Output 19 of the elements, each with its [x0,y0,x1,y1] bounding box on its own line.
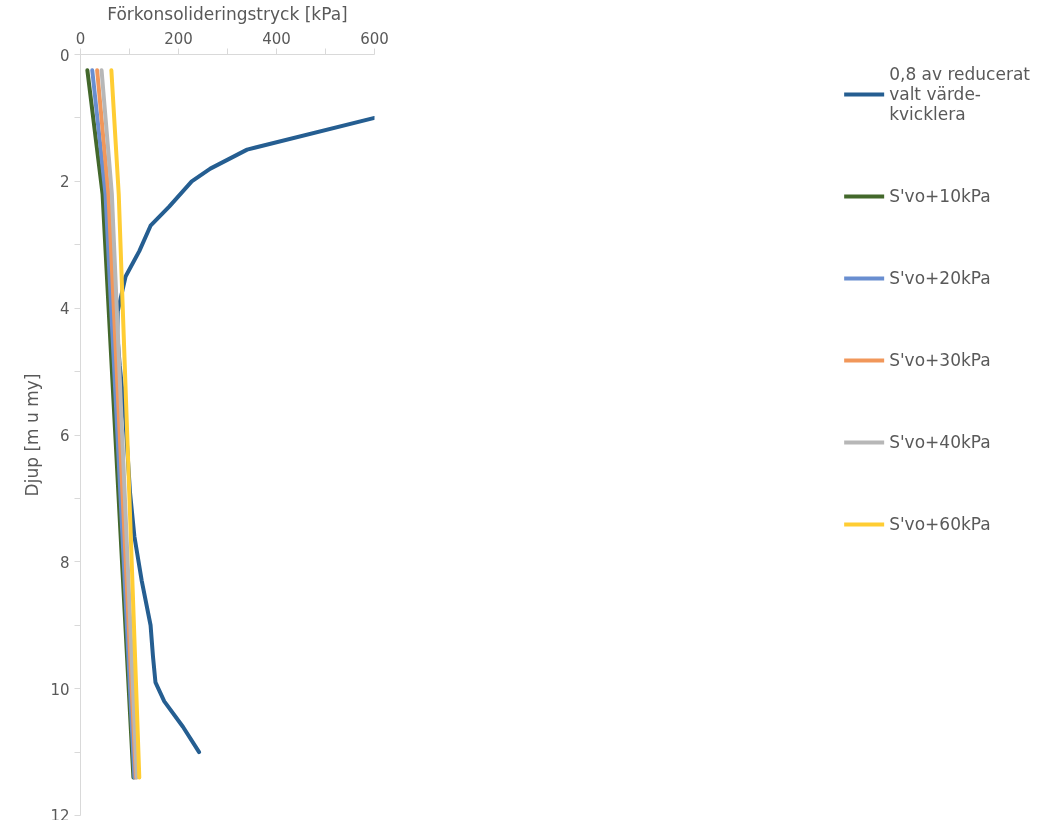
x-tick-label: 200 [164,29,193,48]
y-axis-title: Djup [m u my] [22,373,43,497]
y-tick-label: 8 [59,553,70,572]
y-tick-label: 2 [59,173,70,192]
y-tick-label: 12 [50,806,70,825]
legend-label: S'vo+60kPa [889,514,991,534]
legend-label: 0,8 av reducerat valt värde-kvicklera [889,64,1030,124]
legend-label: S'vo+10kPa [889,186,991,206]
x-axis-title: Förkonsolideringstryck [kPa] [107,3,348,24]
y-tick-label: 6 [59,427,70,445]
x-tick-label: 600 [360,29,389,48]
x-tick-label: 0 [75,29,86,48]
legend-label: S'vo+30kPa [889,350,991,370]
y-tick-label: 4 [59,300,70,319]
y-tick-label: 0 [59,46,70,65]
x-tick-label: 400 [262,29,291,48]
legend-label: S'vo+20kPa [889,268,991,288]
legend-label: S'vo+40kPa [889,432,991,452]
y-tick-label: 10 [50,680,70,699]
